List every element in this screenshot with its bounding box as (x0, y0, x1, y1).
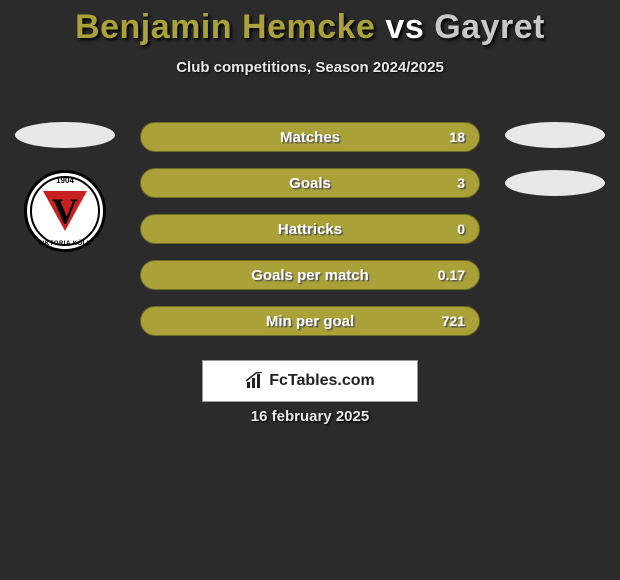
badge-letter: V (52, 193, 78, 229)
stats-container: Matches 18 Goals 3 Hattricks 0 Goals per… (140, 122, 480, 352)
player2-photo-placeholder (505, 122, 605, 148)
stat-row-matches: Matches 18 (140, 122, 480, 152)
stat-row-goals: Goals 3 (140, 168, 480, 198)
player1-photo-placeholder (15, 122, 115, 148)
player2-club-placeholder (505, 170, 605, 196)
stat-label: Hattricks (278, 221, 342, 238)
subtitle: Club competitions, Season 2024/2025 (0, 59, 620, 76)
club-badge: 1904 V VIKTORIA KÖLN (24, 170, 106, 252)
brand-box[interactable]: FcTables.com (202, 360, 418, 402)
stat-label: Min per goal (266, 313, 354, 330)
player2-name: Gayret (434, 8, 545, 46)
stat-label: Goals (289, 175, 331, 192)
brand-text: FcTables.com (269, 372, 375, 390)
right-column (500, 122, 610, 218)
comparison-title: Benjamin Hemcke vs Gayret (0, 0, 620, 47)
stat-label: Goals per match (251, 267, 369, 284)
stat-value: 3 (457, 175, 465, 191)
badge-year: 1904 (27, 176, 103, 185)
stat-value: 18 (449, 129, 465, 145)
vs-text: vs (385, 8, 424, 46)
stat-value: 721 (442, 313, 465, 329)
left-column: 1904 V VIKTORIA KÖLN (10, 122, 120, 252)
stat-row-goals-per-match: Goals per match 0.17 (140, 260, 480, 290)
chart-icon (245, 372, 265, 390)
stat-row-min-per-goal: Min per goal 721 (140, 306, 480, 336)
stat-value: 0 (457, 221, 465, 237)
stat-row-hattricks: Hattricks 0 (140, 214, 480, 244)
player1-name: Benjamin Hemcke (75, 8, 375, 46)
stat-label: Matches (280, 129, 340, 146)
date-text: 16 february 2025 (0, 408, 620, 425)
stat-value: 0.17 (438, 267, 465, 283)
badge-club-name: VIKTORIA KÖLN (27, 241, 103, 247)
